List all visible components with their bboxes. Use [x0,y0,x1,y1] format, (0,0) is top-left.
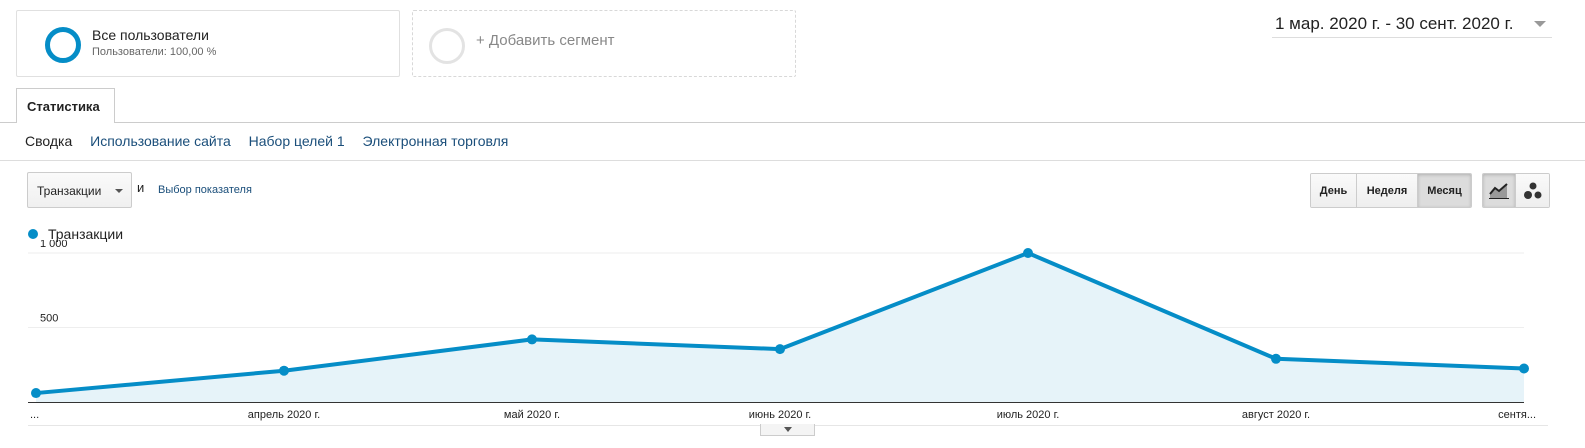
subnav-divider [0,160,1585,161]
series-area [36,253,1524,402]
data-point[interactable] [1271,353,1281,364]
date-range-picker[interactable]: 1 мар. 2020 г. - 30 сент. 2020 г. [1272,12,1552,38]
metric-select[interactable]: Транзакции [27,172,132,208]
x-tick-label: июнь 2020 г. [749,409,812,421]
data-point[interactable] [527,334,537,345]
legend-series-dot [28,229,38,239]
x-tick-label: май 2020 г. [504,409,560,421]
subnav-item-summary[interactable]: Сводка [25,133,73,149]
y-tick-label: 1 000 [40,240,68,250]
y-tick-label: 500 [40,313,58,325]
segment-ring-icon [45,27,81,63]
x-tick-label: август 2020 г. [1242,409,1310,421]
period-week-button[interactable]: Неделя [1357,174,1418,207]
period-toggle-group: День Неделя Месяц [1310,173,1472,208]
tab-statistics[interactable]: Статистика [16,88,115,123]
legend-series-label: Транзакции [48,226,124,242]
empty-segment-ring-icon [429,28,465,64]
report-subnav: Сводка Использование сайта Набор целей 1… [25,133,522,149]
chevron-down-icon [1534,21,1546,27]
transactions-chart: 500 1 000... апрель 2020 г. май 2020 г. июнь… [28,240,1536,421]
motion-chart-view-button[interactable] [1516,174,1549,207]
period-month-button[interactable]: Месяц [1418,174,1471,207]
and-label: и [137,180,145,195]
chart-resize-handle[interactable] [760,424,815,436]
caret-down-icon [784,427,792,432]
subnav-item-goal-set-1[interactable]: Набор целей 1 [248,133,345,149]
chart-view-toggle-group [1482,173,1550,208]
data-point[interactable] [31,388,41,399]
segment-subtitle: Пользователи: 100,00 % [92,46,217,58]
x-tick-label: ... [30,409,39,421]
tab-divider [0,122,1585,123]
segment-title: Все пользователи [92,27,209,43]
caret-down-icon [115,189,123,193]
segment-all-users[interactable]: Все пользователи Пользователи: 100,00 % [16,10,400,77]
subnav-item-site-usage[interactable]: Использование сайта [90,133,231,149]
metric-select-value: Транзакции [37,184,102,198]
x-tick-label: сентя... [1498,409,1536,421]
x-tick-label: апрель 2020 г. [248,409,320,421]
subnav-item-ecommerce[interactable]: Электронная торговля [362,133,509,149]
line-chart-view-button[interactable] [1483,174,1516,207]
motion-chart-icon [1523,182,1541,199]
data-point[interactable] [775,344,785,355]
add-segment-button[interactable]: + Добавить сегмент [412,10,796,77]
x-tick-label: июль 2020 г. [997,409,1060,421]
add-segment-label: + Добавить сегмент [476,32,615,49]
line-chart-icon [1489,182,1509,199]
period-day-button[interactable]: День [1311,174,1357,207]
pick-metric-link[interactable]: Выбор показателя [158,184,252,196]
data-point[interactable] [279,365,289,376]
date-range-text: 1 мар. 2020 г. - 30 сент. 2020 г. [1275,14,1514,33]
data-point[interactable] [1023,248,1033,258]
data-point[interactable] [1519,363,1529,374]
chart-legend: Транзакции [28,226,123,242]
